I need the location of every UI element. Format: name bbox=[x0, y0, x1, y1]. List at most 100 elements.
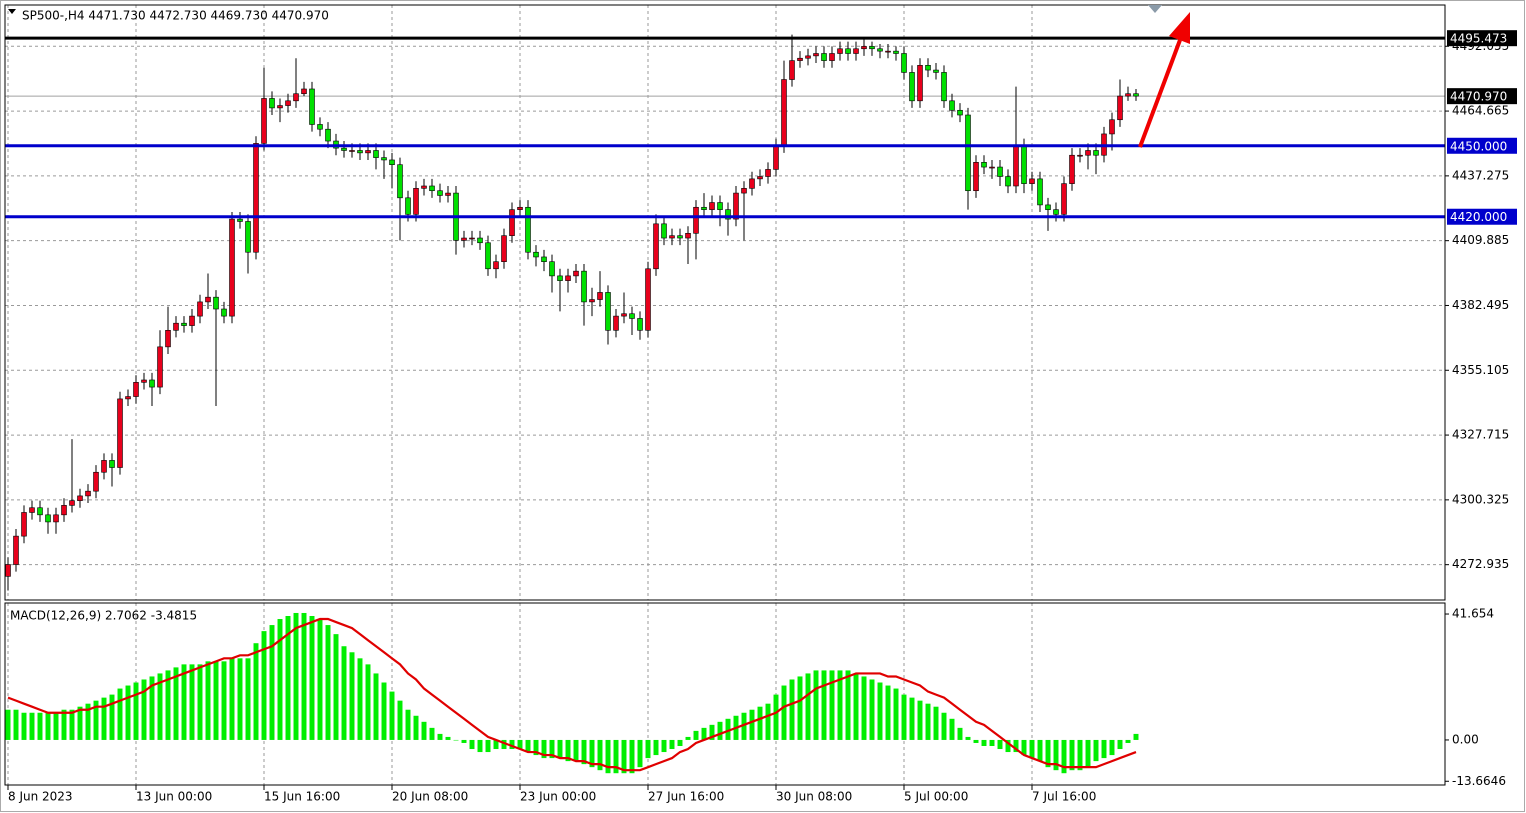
candle-body bbox=[21, 512, 27, 537]
macd-histogram-bar bbox=[437, 733, 443, 740]
macd-histogram-bar bbox=[333, 634, 339, 740]
macd-histogram-bar bbox=[1053, 739, 1059, 771]
x-tick-label: 7 Jul 16:00 bbox=[1032, 790, 1096, 804]
candle-body bbox=[965, 114, 971, 192]
candle-body bbox=[829, 53, 835, 61]
candle-body bbox=[605, 292, 611, 331]
menu-triangle bbox=[8, 9, 16, 14]
macd-histogram-bar bbox=[1021, 739, 1027, 756]
macd-histogram-bar bbox=[957, 727, 963, 740]
macd-histogram-bar bbox=[573, 739, 579, 762]
candle-body bbox=[349, 150, 355, 152]
candle-body bbox=[557, 275, 563, 281]
candle-body bbox=[645, 268, 651, 331]
macd-histogram-bar bbox=[245, 658, 251, 740]
macd-histogram-bar bbox=[693, 730, 699, 740]
y-tick-label: 4327.715 bbox=[1452, 428, 1509, 442]
macd-histogram-bar bbox=[1085, 739, 1091, 768]
macd-histogram-bar bbox=[589, 739, 595, 768]
macd-histogram-bar bbox=[109, 694, 115, 740]
level-label-bg bbox=[1447, 137, 1517, 154]
macd-histogram-bar bbox=[765, 703, 771, 740]
macd-histogram-bar bbox=[325, 625, 331, 740]
macd-histogram-bar bbox=[445, 736, 451, 740]
candle-body bbox=[213, 296, 219, 310]
y-tick-label: 4300.325 bbox=[1452, 492, 1509, 506]
macd-histogram-bar bbox=[5, 709, 11, 740]
candle-body bbox=[661, 223, 667, 239]
candle-body bbox=[941, 72, 947, 102]
candle-body bbox=[813, 53, 819, 57]
candle-body bbox=[189, 315, 195, 326]
candle-body bbox=[1053, 209, 1059, 215]
candle-body bbox=[901, 53, 907, 73]
last-price-label-bg bbox=[1447, 88, 1517, 105]
macd-histogram-bar bbox=[1117, 739, 1123, 750]
candle-body bbox=[253, 143, 259, 253]
macd-histogram-bar bbox=[965, 736, 971, 740]
x-tick-label: 20 Jun 08:00 bbox=[392, 790, 468, 804]
candle-body bbox=[197, 301, 203, 317]
x-tick-label: 13 Jun 00:00 bbox=[136, 790, 212, 804]
candle-body bbox=[269, 98, 275, 109]
candle-body bbox=[981, 162, 987, 168]
candle-body bbox=[629, 313, 635, 319]
macd-histogram-bar bbox=[1093, 739, 1099, 762]
candle-body bbox=[869, 46, 875, 50]
candle-body bbox=[293, 93, 299, 102]
macd-histogram-bar bbox=[549, 739, 555, 759]
candle-body bbox=[477, 237, 483, 244]
macd-histogram-bar bbox=[845, 670, 851, 740]
macd-histogram-bar bbox=[461, 739, 467, 743]
macd-histogram-bar bbox=[165, 670, 171, 740]
arrow-shaft bbox=[1138, 39, 1182, 148]
x-tick-label: 23 Jun 00:00 bbox=[520, 790, 596, 804]
y-tick-label: -13.6646 bbox=[1452, 774, 1506, 788]
candle-body bbox=[589, 299, 595, 303]
candle-body bbox=[13, 535, 19, 565]
level-label-bg bbox=[1447, 30, 1517, 47]
candle-body bbox=[861, 46, 867, 50]
candle-body bbox=[341, 147, 347, 151]
macd-histogram-bar bbox=[1045, 739, 1051, 768]
candle-body bbox=[413, 188, 419, 215]
candle-body bbox=[789, 60, 795, 80]
candle-body bbox=[1029, 178, 1035, 184]
candle-body bbox=[101, 460, 107, 473]
candle-body bbox=[125, 396, 131, 400]
candle-body bbox=[581, 270, 587, 303]
macd-histogram-bar bbox=[557, 739, 563, 759]
candle-body bbox=[109, 460, 115, 468]
macd-histogram-bar bbox=[645, 739, 651, 759]
macd-histogram-bar bbox=[365, 664, 371, 740]
macd-histogram-bar bbox=[205, 661, 211, 740]
candle-body bbox=[765, 169, 771, 177]
candle-body bbox=[709, 202, 715, 210]
candle-body bbox=[845, 48, 851, 54]
candle-body bbox=[469, 237, 475, 240]
macd-histogram-bar bbox=[541, 739, 547, 759]
candle-body bbox=[173, 322, 179, 331]
candle-body bbox=[461, 237, 467, 241]
macd-histogram-bar bbox=[773, 694, 779, 740]
candle-body bbox=[701, 206, 707, 210]
macd-histogram-bar bbox=[1037, 739, 1043, 762]
candle-body bbox=[149, 379, 155, 388]
macd-histogram-bar bbox=[221, 661, 227, 740]
macd-histogram-bar bbox=[813, 670, 819, 740]
macd-histogram-bar bbox=[629, 739, 635, 774]
level-label-bg bbox=[1447, 208, 1517, 225]
candle-body bbox=[669, 235, 675, 239]
candle-body bbox=[117, 398, 123, 468]
macd-histogram-bar bbox=[869, 679, 875, 740]
macd-histogram-bar bbox=[1069, 739, 1075, 771]
macd-histogram-bar bbox=[453, 739, 459, 741]
macd-histogram-bar bbox=[709, 724, 715, 740]
candle-body bbox=[133, 382, 139, 397]
candle-body bbox=[741, 188, 747, 194]
macd-histogram-bar bbox=[197, 664, 203, 740]
x-tick-label: 30 Jun 08:00 bbox=[776, 790, 852, 804]
macd-histogram-bar bbox=[621, 739, 627, 774]
macd-histogram-bar bbox=[1133, 733, 1139, 740]
